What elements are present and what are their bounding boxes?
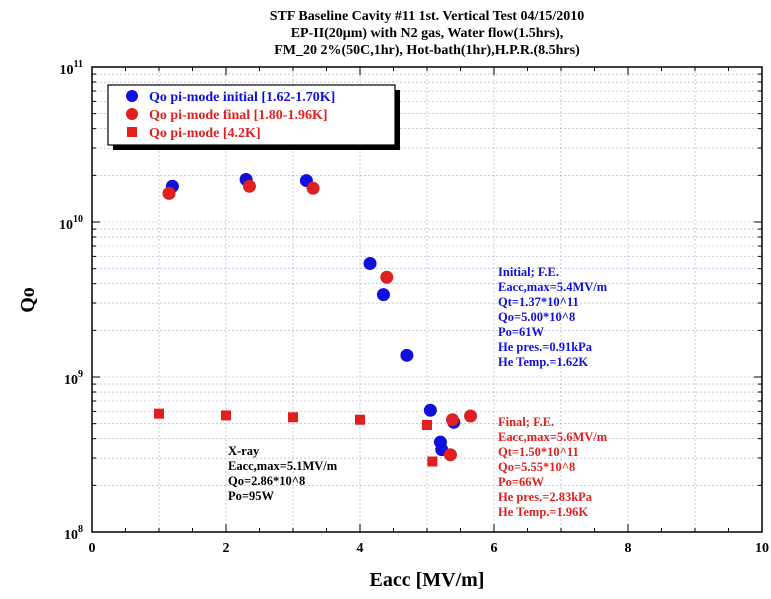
legend-marker (126, 108, 138, 120)
data-point-circle (443, 448, 457, 462)
data-point-square (427, 456, 438, 467)
annotation-initial-line: Qo=5.00*10^8 (498, 310, 575, 324)
annotation-initial-line: Po=61W (498, 325, 545, 339)
legend: Qo pi-mode initial [1.62-1.70K] Qo pi-mod… (107, 84, 400, 150)
y-tick-exponent: 10 (73, 214, 83, 225)
legend-label: Qo pi-mode final [1.80-1.96K] (149, 108, 328, 123)
y-tick-label: 109 (64, 369, 83, 388)
data-point-circle (363, 256, 377, 270)
data-point-circle (376, 288, 390, 302)
annotation-final-line: Qt=1.50*10^11 (498, 445, 579, 459)
x-tick-label: 6 (491, 541, 498, 556)
data-point-circle (400, 348, 414, 362)
x-axis-label: Eacc [MV/m] (370, 569, 485, 591)
y-tick-base: 10 (64, 373, 78, 388)
data-point-circle (464, 409, 478, 423)
title-line: EP-II(20μm) with N2 gas, Water flow(1.5h… (291, 26, 564, 41)
data-point-square (154, 408, 164, 419)
annotations: Initial; F.E.Eacc,max=5.4MV/mQt=1.37*10^… (228, 265, 608, 519)
y-tick-base: 10 (59, 218, 73, 233)
y-axis-label: Qo (17, 287, 39, 313)
data-point-circle (306, 181, 320, 195)
chart-title: STF Baseline Cavity #11 1st. Vertical Te… (270, 9, 585, 58)
y-tick-base: 10 (64, 528, 78, 543)
y-tick-exponent: 9 (78, 369, 83, 380)
data-point-circle (380, 270, 394, 284)
title-line: STF Baseline Cavity #11 1st. Vertical Te… (270, 9, 585, 24)
annotation-xray-line: Eacc,max=5.1MV/m (228, 459, 338, 473)
y-tick-exponent: 8 (78, 524, 83, 535)
annotation-xray-line: Po=95W (228, 489, 275, 503)
annotation-final-line: He pres.=2.83kPa (498, 490, 593, 504)
legend-label: Qo pi-mode [4.2K] (149, 126, 261, 141)
annotation-initial-line: Qt=1.37*10^11 (498, 295, 579, 309)
annotation-initial-line: Initial; F.E. (498, 265, 559, 279)
x-tick-label: 8 (625, 541, 632, 556)
data-point-square (355, 414, 365, 425)
annotation-initial-line: He Temp.=1.62K (498, 355, 588, 369)
x-tick-label: 0 (89, 541, 96, 556)
x-tick-label: 4 (357, 541, 364, 556)
legend-label: Qo pi-mode initial [1.62-1.70K] (149, 90, 335, 105)
data-point-circle (423, 403, 437, 417)
annotation-initial-line: He pres.=0.91kPa (498, 340, 593, 354)
annotation-final-line: Eacc,max=5.6MV/m (498, 430, 608, 444)
x-tick-label: 2 (223, 541, 230, 556)
y-tick-label: 1011 (60, 59, 83, 78)
y-tick-label: 108 (64, 524, 83, 543)
axis-ticks (91, 66, 763, 533)
annotation-final-line: Po=66W (498, 475, 545, 489)
data-point-circle (162, 186, 176, 200)
x-tick-labels: 0 2 4 6 8 10 (89, 541, 770, 556)
data-point-square (221, 410, 231, 421)
y-tick-label: 1010 (59, 214, 83, 233)
annotation-xray-line: Qo=2.86*10^8 (228, 474, 305, 488)
y-tick-exponent: 11 (74, 59, 83, 70)
x-tick-label: 10 (755, 541, 769, 556)
annotation-xray-line: X-ray (228, 444, 260, 458)
data-point-square (422, 420, 432, 431)
annotation-final-line: Final; F.E. (498, 415, 554, 429)
data-point-square (288, 412, 298, 423)
annotation-initial-line: Eacc,max=5.4MV/m (498, 280, 608, 294)
legend-marker (126, 90, 138, 102)
legend-box (107, 84, 396, 146)
data-point-circle (242, 179, 256, 193)
data-point-circle (445, 413, 459, 427)
y-tick-base: 10 (60, 63, 74, 78)
annotation-final-line: He Temp.=1.96K (498, 505, 588, 519)
annotation-final-line: Qo=5.55*10^8 (498, 460, 575, 474)
data-points (154, 173, 478, 467)
legend-marker (127, 127, 137, 137)
title-line: FM_20 2%(50C,1hr), Hot-bath(1hr),H.P.R.(… (274, 43, 580, 58)
